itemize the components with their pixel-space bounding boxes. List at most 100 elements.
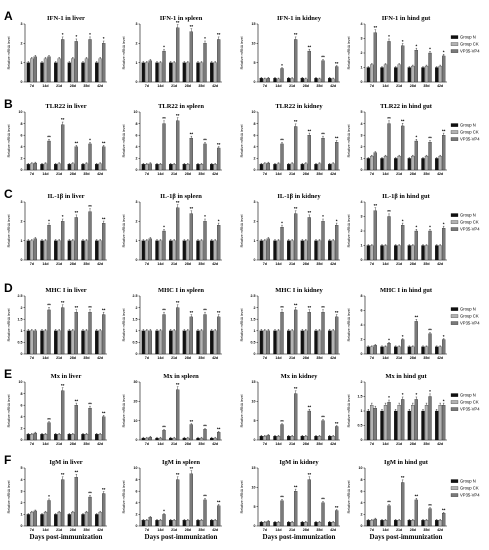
bar [370, 520, 374, 527]
bar [145, 164, 149, 171]
bar [88, 39, 92, 83]
significance-marker: * [402, 218, 404, 223]
legend-label: VP35-VP4 [460, 49, 480, 54]
bar [263, 330, 267, 355]
x-tick-label: 14d [275, 84, 281, 88]
x-tick-label: 14d [157, 356, 163, 360]
bar [196, 330, 200, 355]
bar [158, 62, 163, 83]
bar [67, 164, 71, 171]
bar [141, 330, 145, 355]
bar [263, 163, 267, 171]
x-tick-label: 42d [437, 528, 443, 532]
x-tick-label: 7d [30, 356, 34, 360]
bar [47, 422, 51, 441]
y-tick-label: 5 [361, 110, 363, 114]
y-tick-label: 1.5 [358, 395, 363, 399]
bar [88, 312, 92, 355]
significance-marker: ** [88, 401, 92, 406]
panel-title: IgM in kidney [279, 459, 319, 466]
bar [317, 330, 322, 355]
significance-marker: ** [321, 55, 325, 60]
bar [414, 49, 418, 83]
bar [43, 511, 48, 527]
x-tick-label: 28d [70, 528, 76, 532]
y-tick-label: 2 [21, 501, 23, 505]
x-tick-label: 7d [145, 442, 149, 446]
bar [88, 496, 92, 527]
y-tick-label: 4 [136, 501, 138, 505]
bar [335, 426, 339, 441]
bar [314, 436, 318, 441]
bar [407, 410, 411, 441]
y-tick-label: 0 [254, 168, 256, 172]
bar [407, 158, 411, 171]
bar [370, 346, 374, 355]
x-tick-label: 42d [97, 84, 103, 88]
y-axis-label: Relative mRNA level [7, 308, 11, 341]
legend-swatch [450, 213, 459, 217]
legend: Group N Group CK VP35-VP4 [450, 393, 480, 412]
panel-A-2: IFN-1 in spleen Relative mRNA level 0 1 2 3 7d… [122, 15, 222, 88]
x-tick-label: 7d [30, 442, 34, 446]
y-tick-label: 6 [254, 133, 256, 137]
bar [186, 62, 190, 83]
significance-marker: ** [308, 44, 312, 49]
bar [321, 137, 325, 171]
bar [155, 520, 159, 527]
y-axis-label: Relative mRNA level [240, 308, 244, 341]
y-tick-label: 5 [21, 466, 23, 470]
bar [47, 225, 51, 261]
x-tick-label: 21d [396, 262, 402, 266]
significance-marker: ** [335, 136, 339, 141]
y-axis-label: Relative mRNA level [240, 394, 244, 427]
bar [280, 312, 284, 355]
bar [411, 65, 415, 83]
bar [40, 514, 44, 527]
x-tick-label: 21d [396, 528, 402, 532]
x-tick-label: 14d [42, 84, 48, 88]
bar [26, 434, 30, 441]
row-F: F IgM in liver Relative mRNA level 0 1 2 3 4 5 7d… [4, 453, 480, 541]
bar [259, 164, 263, 171]
x-tick-label: 14d [275, 528, 281, 532]
x-tick-label: 21d [171, 84, 177, 88]
bar [61, 479, 65, 527]
bar [158, 164, 163, 171]
x-tick-label: 14d [157, 528, 163, 532]
bar [387, 505, 391, 527]
significance-marker: ** [308, 472, 312, 477]
x-tick-label: 35d [423, 262, 429, 266]
bar [74, 405, 78, 441]
x-tick-label: 7d [263, 84, 267, 88]
significance-marker: ** [47, 302, 51, 307]
panel-title: TLR22 in liver [45, 103, 86, 110]
legend-swatch [450, 49, 459, 53]
panel-A-3: IFN-1 in kidney Relative mRNA level 0 5 10 15… [240, 15, 340, 88]
bar [210, 437, 214, 441]
bar [57, 58, 61, 83]
y-tick-label: 1.5 [18, 317, 23, 321]
significance-marker: ** [335, 421, 339, 426]
bar [81, 434, 85, 441]
bar [263, 436, 267, 441]
significance-marker: ** [176, 382, 180, 387]
bar [141, 520, 145, 527]
x-tick-label: 28d [303, 442, 309, 446]
x-tick-label: 14d [275, 172, 281, 176]
bar [71, 330, 75, 355]
bar [273, 78, 277, 83]
bar [196, 62, 200, 83]
bar [442, 513, 446, 527]
bar [30, 434, 34, 441]
bar [186, 520, 190, 527]
bar [421, 410, 425, 441]
bar [287, 164, 291, 171]
bar [74, 146, 78, 171]
significance-marker: ** [88, 204, 92, 209]
bar [43, 58, 48, 83]
bar [33, 162, 37, 171]
bar [61, 221, 65, 261]
bar [290, 330, 294, 355]
x-tick-label: 35d [316, 528, 322, 532]
